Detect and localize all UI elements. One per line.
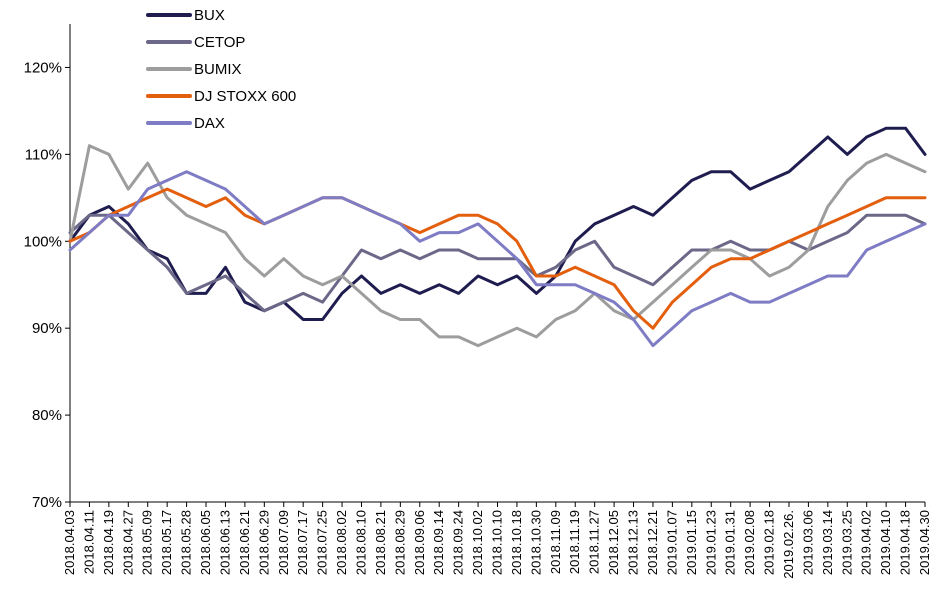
series-line-cetop <box>68 213 927 313</box>
series-line-bux <box>68 126 927 321</box>
x-tick-label: 2018.11.09 <box>548 510 563 574</box>
x-tick-label: 2018.06.05 <box>198 510 213 575</box>
x-tick-label: 2018.09.14 <box>431 510 446 575</box>
x-tick-label: 2019.04.30 <box>917 510 932 575</box>
x-tick-label: 2018.05.09 <box>140 510 155 575</box>
x-tick-label: 2018.10.18 <box>509 510 524 575</box>
x-tick-label: 2019.01.07 <box>664 510 679 575</box>
x-tick-label: 2019.03.25 <box>839 510 854 575</box>
legend-label: BUX <box>194 7 225 24</box>
x-tick-label: 2018.04.11 <box>81 510 96 574</box>
x-tick-label: 2018.08.10 <box>353 510 368 575</box>
series-line-bumix <box>68 144 927 348</box>
x-tick-label: 2018.09.06 <box>412 510 427 575</box>
x-tick-label: 2018.06.29 <box>256 510 271 575</box>
x-tick-label: 2018.08.21 <box>373 510 388 575</box>
x-tick-label: 2018.09.24 <box>451 510 466 575</box>
x-tick-label: 2018.08.02 <box>334 510 349 575</box>
x-tick-label: 2018.10.30 <box>528 510 543 575</box>
y-tick-label: 70% <box>32 494 62 511</box>
x-tick-label: 2018.07.17 <box>295 510 310 575</box>
y-tick-label: 80% <box>32 407 62 424</box>
x-tick-label: 2018.12.21 <box>645 510 660 575</box>
x-tick-label: 2018.11.19 <box>567 510 582 574</box>
x-tick-label: 2019.01.23 <box>703 510 718 575</box>
legend-label: CETOP <box>194 34 245 51</box>
x-tick-label: 2019.04.10 <box>878 510 893 575</box>
x-tick-label: 2018.08.29 <box>392 510 407 575</box>
x-tick-label: 2018.04.03 <box>62 510 77 575</box>
legend-label: DJ STOXX 600 <box>194 88 296 105</box>
y-axis: 70% 80% 90% 100% 110% 120% <box>24 24 71 511</box>
x-tick-label: 2018.10.02 <box>470 510 485 575</box>
x-tick-label: 2018.06.21 <box>237 510 252 575</box>
x-tick-label: 2019.04.02 <box>859 510 874 575</box>
x-tick-label: 2019.03.06 <box>800 510 815 575</box>
series-lines <box>68 126 927 348</box>
y-tick-label: 100% <box>24 233 62 250</box>
x-tick-label: 2018.12.13 <box>626 510 641 575</box>
x-tick-label: 2018.05.17 <box>159 510 174 575</box>
x-tick-label: 2019.03.14 <box>820 510 835 575</box>
legend-label: DAX <box>194 115 225 132</box>
x-tick-label: 2019.02.08 <box>742 510 757 575</box>
y-tick-label: 110% <box>25 146 62 163</box>
x-tick-label: 2018.04.27 <box>120 510 135 575</box>
x-tick-label: 2018.07.25 <box>315 510 330 575</box>
legend-label: BUMIX <box>194 61 242 78</box>
x-tick-label: 2018.07.09 <box>276 510 291 575</box>
series-line-dax <box>68 170 927 348</box>
x-tick-label: 2019.04.18 <box>898 510 913 575</box>
x-tick-label: 2019.01.31 <box>723 510 738 575</box>
x-tick-label: 2019.02.18 <box>762 510 777 575</box>
x-tick-label: 2018.10.10 <box>490 510 505 575</box>
x-axis: 2018.04.03 2018.04.11 2018.04.19 2018.04.27… <box>62 501 932 579</box>
x-tick-label: 2019.01.15 <box>684 510 699 575</box>
y-tick-label: 120% <box>24 59 62 76</box>
x-tick-label: 2018.04.19 <box>101 510 116 575</box>
x-tick-label: 2018.12.05 <box>606 510 621 575</box>
y-tick-label: 90% <box>32 320 62 337</box>
x-tick-label: 2018.06.13 <box>217 510 232 575</box>
x-tick-label: 2018.05.28 <box>179 510 194 575</box>
series-line-dj-stoxx-600 <box>68 187 927 330</box>
legend: BUX CETOP BUMIX DJ STOXX 600 DAX <box>146 7 296 132</box>
x-tick-label: 2019.02.26. <box>781 510 796 579</box>
x-tick-label: 2018.11.27 <box>587 510 602 574</box>
